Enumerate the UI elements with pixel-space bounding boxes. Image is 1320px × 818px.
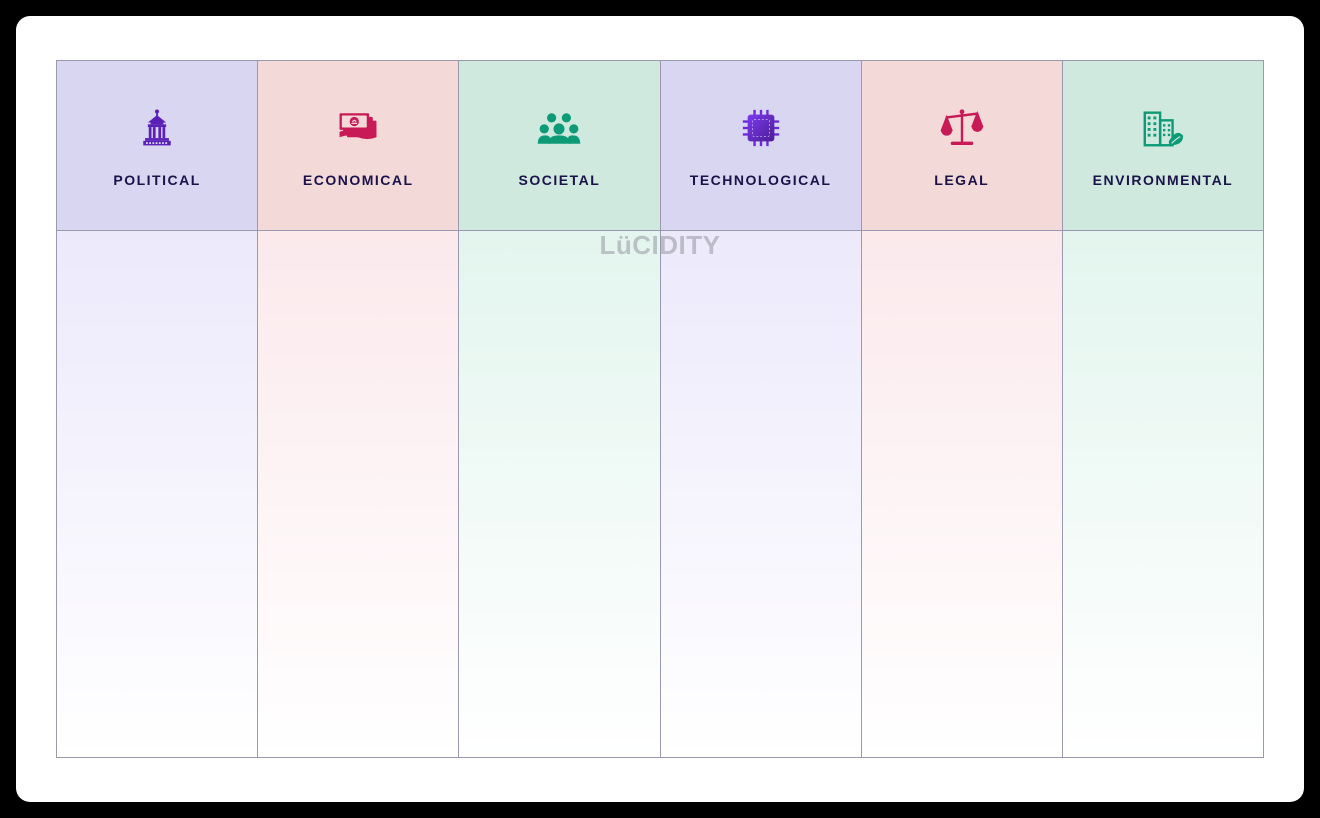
column-header: POLITICAL bbox=[57, 61, 257, 231]
column-label: POLITICAL bbox=[113, 172, 200, 188]
column-header: LEGAL bbox=[862, 61, 1062, 231]
money-icon bbox=[334, 104, 382, 152]
government-building-icon bbox=[133, 104, 181, 152]
pestle-grid: POLITICAL ECONOMICAL bbox=[56, 60, 1264, 758]
pestle-column-technological: TECHNOLOGICAL bbox=[661, 61, 862, 757]
column-body bbox=[258, 231, 458, 757]
people-group-icon bbox=[535, 104, 583, 152]
column-header: ENVIRONMENTAL bbox=[1063, 61, 1263, 231]
column-label: LEGAL bbox=[934, 172, 989, 188]
column-body bbox=[661, 231, 861, 757]
pestle-column-economical: ECONOMICAL bbox=[258, 61, 459, 757]
column-body bbox=[862, 231, 1062, 757]
column-label: ECONOMICAL bbox=[303, 172, 414, 188]
building-leaf-icon bbox=[1139, 104, 1187, 152]
column-header: TECHNOLOGICAL bbox=[661, 61, 861, 231]
column-label: ENVIRONMENTAL bbox=[1093, 172, 1234, 188]
column-body bbox=[459, 231, 659, 757]
pestle-card: POLITICAL ECONOMICAL bbox=[16, 16, 1304, 802]
pestle-column-political: POLITICAL bbox=[57, 61, 258, 757]
column-body bbox=[57, 231, 257, 757]
column-body bbox=[1063, 231, 1263, 757]
column-header: SOCIETAL bbox=[459, 61, 659, 231]
column-label: SOCIETAL bbox=[519, 172, 601, 188]
pestle-column-environmental: ENVIRONMENTAL bbox=[1063, 61, 1263, 757]
cpu-chip-icon bbox=[737, 104, 785, 152]
scales-icon bbox=[938, 104, 986, 152]
column-label: TECHNOLOGICAL bbox=[690, 172, 832, 188]
column-header: ECONOMICAL bbox=[258, 61, 458, 231]
pestle-column-societal: SOCIETAL bbox=[459, 61, 660, 757]
pestle-column-legal: LEGAL bbox=[862, 61, 1063, 757]
